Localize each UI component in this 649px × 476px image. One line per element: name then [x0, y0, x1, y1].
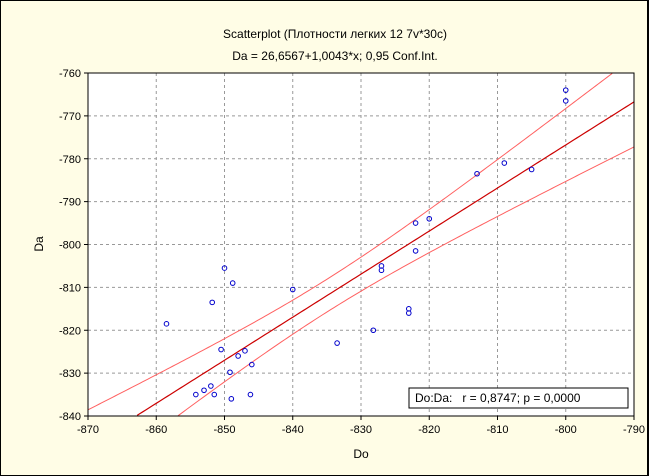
- x-tick-label: -790: [623, 424, 645, 436]
- data-point: [221, 265, 228, 271]
- y-tick-label: -800: [59, 240, 81, 252]
- regression-line: [136, 101, 635, 416]
- data-point: [211, 391, 218, 398]
- data-point: [334, 340, 340, 346]
- y-tick-label: -760: [59, 68, 81, 80]
- data-point: [228, 396, 235, 402]
- x-tick-label: -810: [486, 424, 508, 436]
- chart-title: Scatterplot (Плотности легких 12 7v*30c): [223, 27, 447, 41]
- y-tick-label: -790: [59, 197, 81, 209]
- confidence-bands: [87, 73, 635, 417]
- x-tick-label: -840: [282, 424, 304, 436]
- y-tick-label: -820: [59, 325, 81, 337]
- x-tick-label: -830: [350, 424, 372, 436]
- data-point: [208, 383, 214, 389]
- x-tick-label: -850: [213, 424, 235, 436]
- y-tick-label: -780: [59, 154, 81, 166]
- x-axis-ticks: -870 -860 -850 -840 -830 -820 -810 -800 -790: [77, 416, 645, 436]
- lower-confidence-line: [177, 146, 635, 417]
- y-axis-label: Da: [32, 236, 46, 252]
- y-tick-label: -840: [59, 411, 81, 423]
- data-points: [163, 87, 569, 402]
- y-tick-label: -830: [59, 368, 81, 380]
- regression-line-group: [136, 101, 635, 416]
- data-point: [209, 299, 216, 306]
- stats-annotation: Do:Da: r = 0,8747; p = 0,0000: [415, 391, 581, 405]
- data-point: [474, 170, 480, 177]
- data-point: [501, 160, 508, 166]
- upper-confidence-line: [87, 73, 613, 411]
- y-tick-label: -770: [59, 111, 81, 123]
- x-tick-label: -860: [145, 424, 167, 436]
- data-point: [426, 215, 433, 222]
- data-point: [562, 98, 569, 104]
- data-point: [218, 346, 224, 353]
- data-point: [229, 280, 236, 286]
- data-point: [378, 267, 385, 274]
- data-point: [249, 361, 255, 368]
- data-point: [412, 220, 419, 226]
- data-point: [193, 391, 199, 398]
- x-tick-label: -820: [418, 424, 440, 436]
- data-point: [235, 353, 241, 359]
- data-point: [405, 310, 412, 316]
- data-point: [289, 286, 296, 293]
- data-point: [412, 248, 419, 254]
- data-point: [247, 391, 254, 398]
- y-tick-label: -810: [59, 282, 81, 294]
- data-point: [201, 387, 207, 394]
- x-tick-label: -800: [555, 424, 577, 436]
- data-point: [370, 327, 377, 334]
- grid-lines: [88, 73, 634, 416]
- data-point: [528, 166, 535, 173]
- data-point: [562, 87, 569, 93]
- stats-legend-box: [408, 387, 629, 409]
- y-axis-ticks: -760 -770 -780 -790 -800 -810 -820 -830 -840: [59, 68, 88, 423]
- chart-subtitle: Da = 26,6567+1,0043*x; 0,95 Conf.Int.: [232, 49, 438, 63]
- x-axis-label: Do: [353, 447, 369, 461]
- x-tick-label: -870: [77, 424, 99, 436]
- data-point: [163, 321, 170, 327]
- data-point: [227, 369, 233, 376]
- data-point: [242, 348, 248, 354]
